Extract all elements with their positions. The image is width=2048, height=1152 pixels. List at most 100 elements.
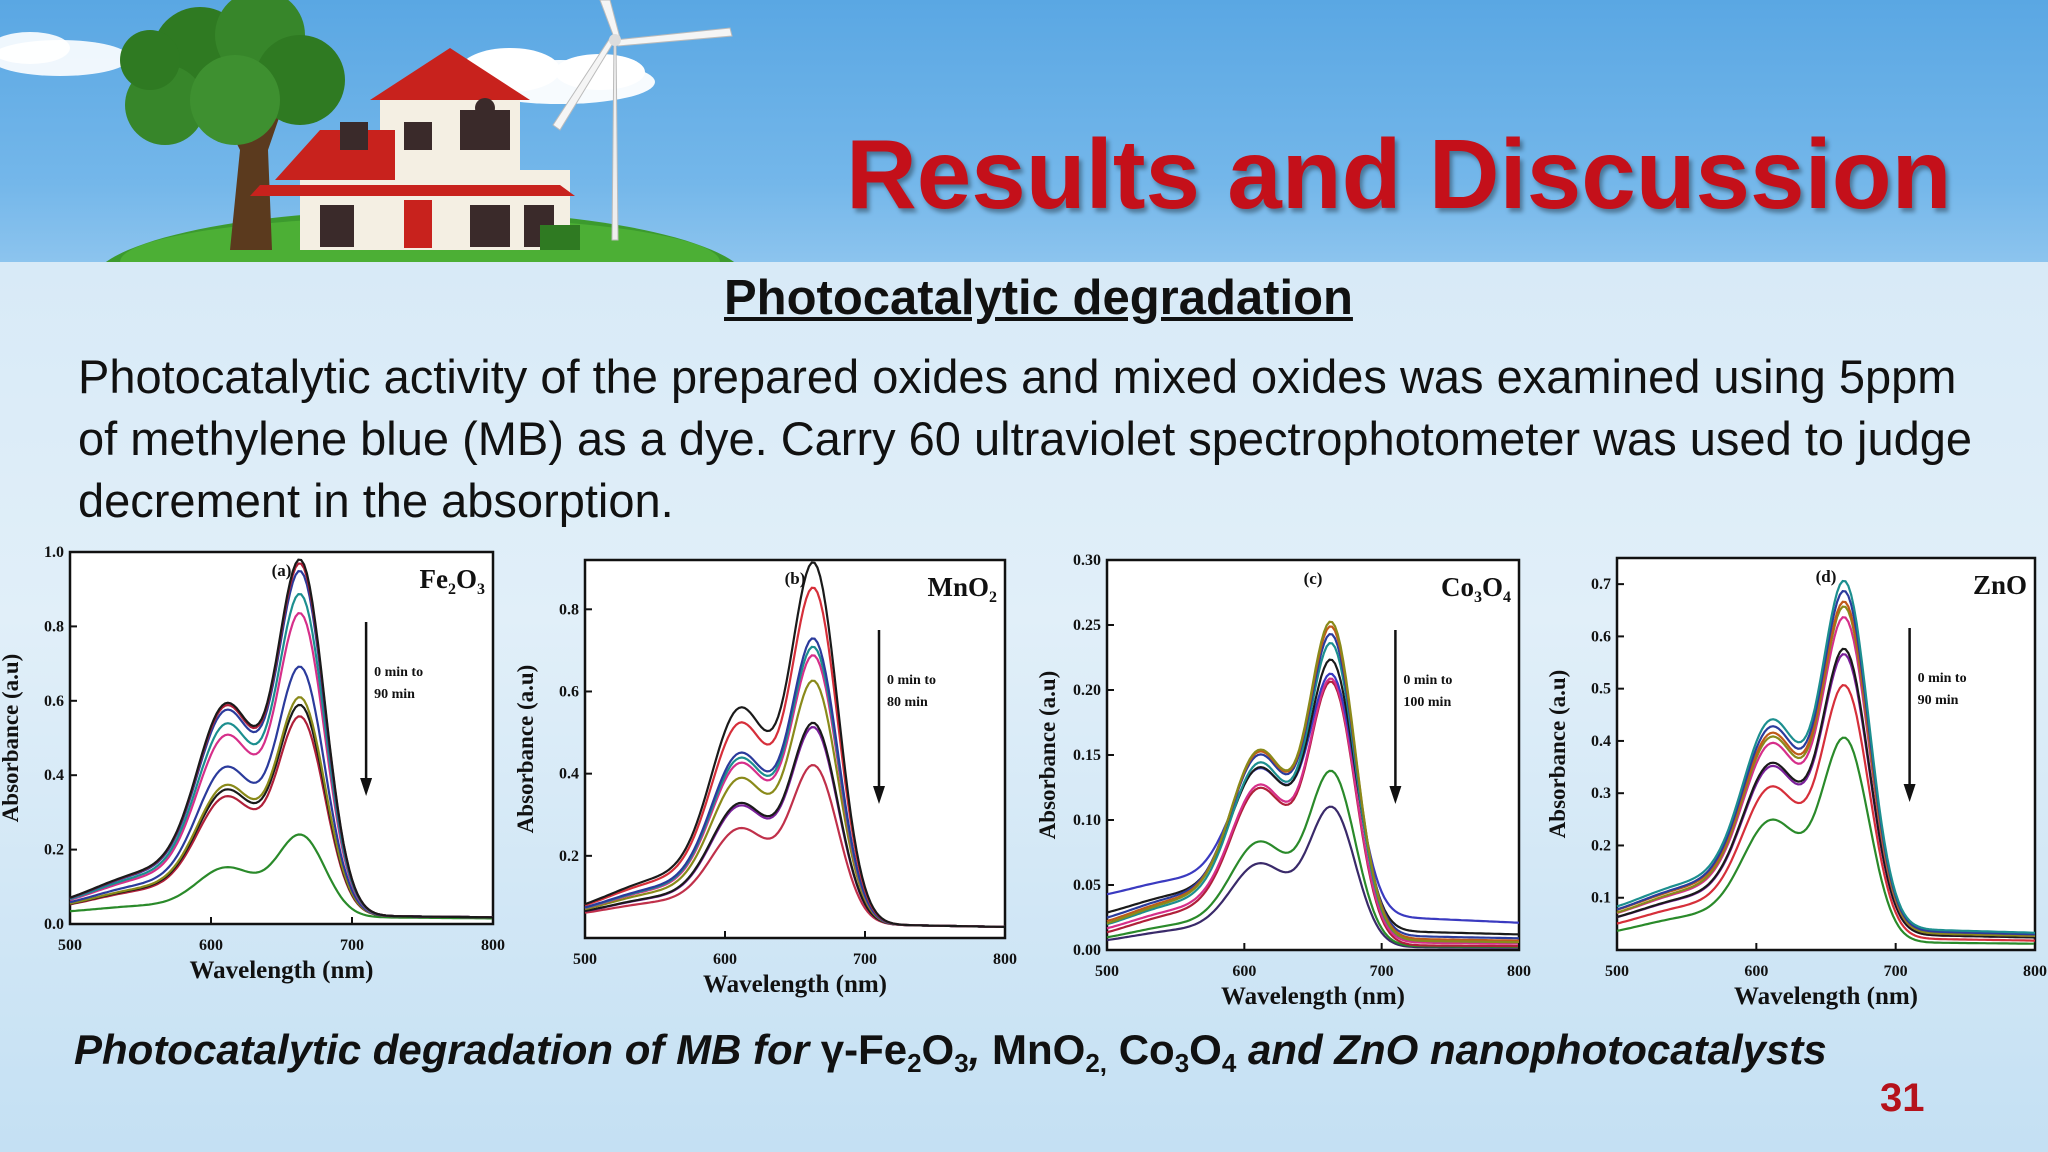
y-tick-label: 0.4 (1591, 733, 1611, 750)
y-tick-label: 0.7 (1591, 576, 1611, 593)
x-tick-label: 600 (1232, 963, 1256, 980)
x-axis-label: Wavelength (nm) (1734, 983, 1918, 1010)
intro-paragraph: Photocatalytic activity of the prepared … (78, 350, 1973, 527)
caption-mno: MnO (992, 1026, 1086, 1073)
y-tick-label: 0.8 (44, 618, 64, 635)
annotation-text: 0 min to (887, 673, 936, 688)
caption-o: O (921, 1026, 955, 1073)
caption-prefix: Photocatalytic degradation of MB for (74, 1026, 821, 1073)
caption-sep: , (968, 1026, 993, 1073)
x-tick-label: 700 (340, 937, 364, 954)
y-tick-label: 0.6 (1591, 628, 1611, 645)
time-arrow-head (1389, 786, 1402, 804)
x-axis-label: Wavelength (nm) (189, 957, 373, 984)
y-tick-label: 0.4 (44, 767, 64, 784)
material-text: Co (1441, 572, 1474, 602)
spectrum-line (1106, 620, 1519, 944)
spectrum-line (1106, 658, 1520, 936)
x-axis-label: Wavelength (nm) (703, 971, 887, 998)
y-tick-label: 0.2 (44, 842, 64, 859)
y-tick-label: 0.15 (1073, 747, 1101, 764)
y-tick-label: 0.20 (1073, 682, 1101, 699)
x-tick-label: 600 (199, 937, 223, 954)
slide-title: Results and Discussion (846, 119, 1952, 229)
y-axis-label: Absorbance (a.u) (1545, 670, 1570, 839)
y-tick-label: 0.8 (559, 601, 579, 618)
annotation-text: 80 min (887, 695, 928, 710)
caption-gamma: γ-Fe (820, 1026, 908, 1073)
caption-co: Co (1107, 1026, 1175, 1073)
spectrum-line (1106, 677, 1520, 945)
material-subscript: 3 (1474, 589, 1482, 606)
material-label: Co3​O4​ (1441, 572, 1511, 606)
y-tick-label: 0.30 (1073, 552, 1101, 569)
time-arrow-head (873, 786, 885, 804)
material-label: Fe2​O3​ (420, 564, 486, 598)
spectrum-line (1616, 589, 2035, 936)
wind-turbine-icon (552, 0, 733, 241)
y-tick-label: 0.5 (1591, 681, 1611, 698)
y-tick-label: 0.2 (1591, 837, 1611, 854)
material-text: MnO (927, 572, 989, 602)
time-arrow-head (1903, 784, 1916, 802)
y-tick-label: 1.0 (44, 544, 64, 561)
x-tick-label: 800 (1507, 963, 1531, 980)
material-subscript: 3 (477, 581, 485, 598)
caption-sub: 2 (907, 1048, 922, 1078)
y-tick-label: 0.10 (1073, 812, 1101, 829)
y-axis-label: Absorbance (a.u) (1035, 671, 1060, 840)
spectrum-line (69, 558, 493, 919)
annotation-text: 90 min (374, 687, 415, 702)
chart-fe2o3: 500 600 700 800 0.0 0.2 0.4 0.6 0.8 1.0 Wavelength… (0, 544, 505, 984)
spectrum-line (1616, 647, 2036, 939)
caption-sub: 3 (954, 1048, 969, 1078)
x-axis-label: Wavelength (nm) (1221, 983, 1405, 1010)
panel-label: (c) (1304, 569, 1323, 588)
spectrum-line (1616, 684, 2035, 942)
x-tick-label: 800 (993, 951, 1017, 968)
y-tick-label: 0.1 (1591, 890, 1611, 907)
page-number: 31 (1880, 1076, 1925, 1120)
y-axis-label: Absorbance (a.u) (513, 665, 538, 834)
material-text: O (456, 564, 477, 594)
material-text: ZnO (1973, 570, 2027, 600)
section-heading: Photocatalytic degradation (724, 271, 1353, 325)
spectrum-line (69, 833, 493, 920)
annotation-text: 90 min (1918, 693, 1959, 708)
annotation-text: 0 min to (374, 665, 423, 680)
spectrum-line (1616, 579, 2036, 934)
spectrum-line (1616, 736, 2035, 945)
panel-label: (d) (1816, 567, 1837, 586)
x-tick-label: 500 (58, 937, 82, 954)
material-text: O (1482, 572, 1503, 602)
material-subscript: 2 (989, 589, 997, 606)
banner-illustration (0, 0, 735, 262)
plot-area (1105, 558, 1521, 952)
y-tick-label: 0.2 (559, 848, 579, 865)
caption-sub: 2, (1085, 1048, 1108, 1078)
annotation-text: 0 min to (1918, 671, 1967, 686)
caption-co-o: O (1189, 1026, 1222, 1073)
x-tick-label: 700 (1884, 963, 1908, 980)
time-arrow-head (360, 778, 373, 796)
y-tick-label: 0.05 (1073, 877, 1101, 894)
chart-zno: 500 600 700 800 0.1 0.2 0.3 0.4 0.5 0.6 0.7 Wavelen… (1545, 556, 2047, 1010)
y-tick-label: 0.4 (559, 766, 579, 783)
x-tick-label: 500 (573, 951, 597, 968)
x-tick-label: 800 (2023, 963, 2047, 980)
spectrum-line (584, 561, 1005, 928)
chart-co3o4: 500 600 700 800 0.00 0.05 0.10 0.15 0.20 0.25 0.30… (1035, 552, 1531, 1010)
tree-icon (120, 0, 345, 250)
y-tick-label: 0.0 (44, 916, 64, 933)
y-axis-label: Absorbance (a.u) (0, 654, 23, 823)
x-tick-label: 800 (481, 937, 505, 954)
y-tick-label: 0.00 (1073, 942, 1101, 959)
panel-label: (b) (785, 569, 806, 588)
cloud-icon (0, 32, 655, 104)
panel-label: (a) (272, 561, 292, 580)
caption-suffix: and ZnO nanophotocatalysts (1236, 1026, 1827, 1073)
y-tick-label: 0.3 (1591, 785, 1611, 802)
chart-mno2: 500 600 700 800 0.2 0.4 0.6 0.8 Wavelength (nm) A… (513, 558, 1017, 998)
y-tick-label: 0.6 (44, 693, 64, 710)
